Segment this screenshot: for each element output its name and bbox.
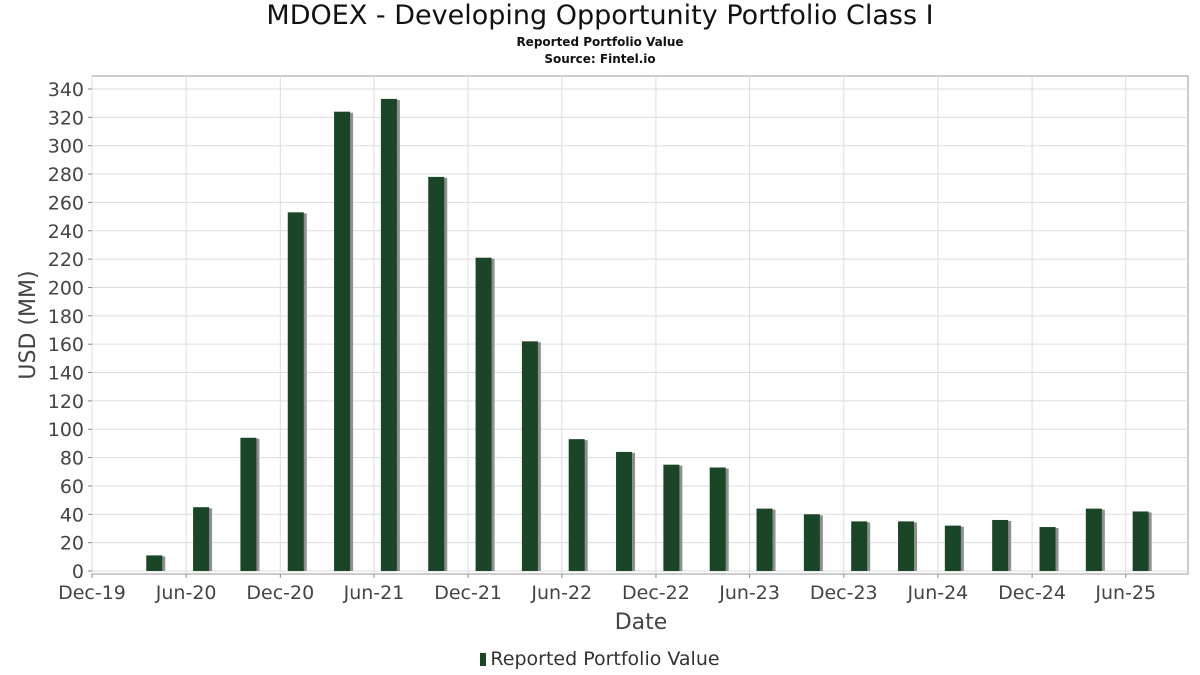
y-tick-label: 260 — [48, 192, 84, 214]
y-tick-label: 300 — [48, 136, 84, 158]
bar — [944, 525, 961, 571]
x-tick-label: Dec-21 — [434, 582, 502, 604]
x-tick-label: Dec-22 — [622, 582, 690, 604]
bar — [146, 555, 163, 571]
y-tick-label: 340 — [48, 79, 84, 101]
y-tick-label: 240 — [48, 221, 84, 243]
y-tick-label: 100 — [48, 419, 84, 441]
y-axis: 0 20 40 60 80 100 120 140 160 180 200 220 240 260 280 3… — [48, 79, 92, 583]
y-tick-label: 220 — [48, 249, 84, 271]
y-tick-label: 140 — [48, 363, 84, 385]
x-tick-label: Dec-19 — [58, 582, 126, 604]
legend: Reported Portfolio Value — [0, 648, 1200, 670]
bar — [287, 212, 304, 571]
y-tick-label: 80 — [60, 448, 84, 470]
bar — [851, 521, 868, 571]
bar — [709, 467, 726, 571]
bar — [663, 464, 680, 571]
bar — [380, 98, 397, 572]
y-tick-label: 200 — [48, 277, 84, 299]
x-tick-label: Dec-23 — [810, 582, 878, 604]
y-tick-label: 20 — [60, 533, 84, 555]
y-tick-label: 40 — [60, 504, 84, 526]
bar — [1085, 508, 1102, 571]
bar — [521, 341, 538, 571]
y-axis-label: USD (MM) — [16, 270, 41, 379]
y-tick-label: 60 — [60, 476, 84, 498]
x-axis: Dec-19 Jun-20 Dec-20 Jun-21 Dec-21 Jun-22 Dec-… — [58, 574, 1156, 604]
x-axis-label: Date — [615, 610, 668, 635]
x-tick-label: Jun-23 — [718, 582, 780, 604]
bar — [475, 257, 492, 571]
y-tick-label: 0 — [72, 561, 84, 583]
x-tick-label: Dec-24 — [998, 582, 1066, 604]
chart-subtitle: Reported Portfolio Value — [516, 35, 684, 49]
bar — [992, 519, 1009, 571]
x-tick-label: Jun-21 — [343, 582, 405, 604]
bar — [568, 439, 585, 571]
bar — [1039, 527, 1056, 571]
bar — [1132, 511, 1149, 571]
chart-title: MDOEX - Developing Opportunity Portfolio… — [266, 0, 934, 31]
y-tick-label: 120 — [48, 391, 84, 413]
bar — [898, 521, 915, 571]
chart-source: Source: Fintel.io — [544, 52, 656, 66]
legend-label: Reported Portfolio Value — [490, 648, 720, 670]
bar — [334, 111, 351, 572]
bar — [193, 507, 210, 571]
bar — [240, 437, 257, 571]
x-tick-label: Jun-22 — [530, 582, 592, 604]
legend-swatch — [480, 653, 487, 666]
bar — [428, 176, 445, 572]
bars — [146, 98, 1152, 572]
plot-area — [91, 75, 1189, 575]
x-tick-label: Jun-20 — [155, 582, 217, 604]
x-tick-label: Jun-25 — [1094, 582, 1156, 604]
y-tick-label: 320 — [48, 107, 84, 129]
bar — [616, 451, 633, 571]
x-tick-label: Jun-24 — [907, 582, 969, 604]
y-tick-label: 280 — [48, 164, 84, 186]
x-tick-label: Dec-20 — [246, 582, 314, 604]
bar — [756, 508, 773, 571]
y-tick-label: 180 — [48, 306, 84, 328]
bar — [803, 514, 820, 571]
y-tick-label: 160 — [48, 334, 84, 356]
